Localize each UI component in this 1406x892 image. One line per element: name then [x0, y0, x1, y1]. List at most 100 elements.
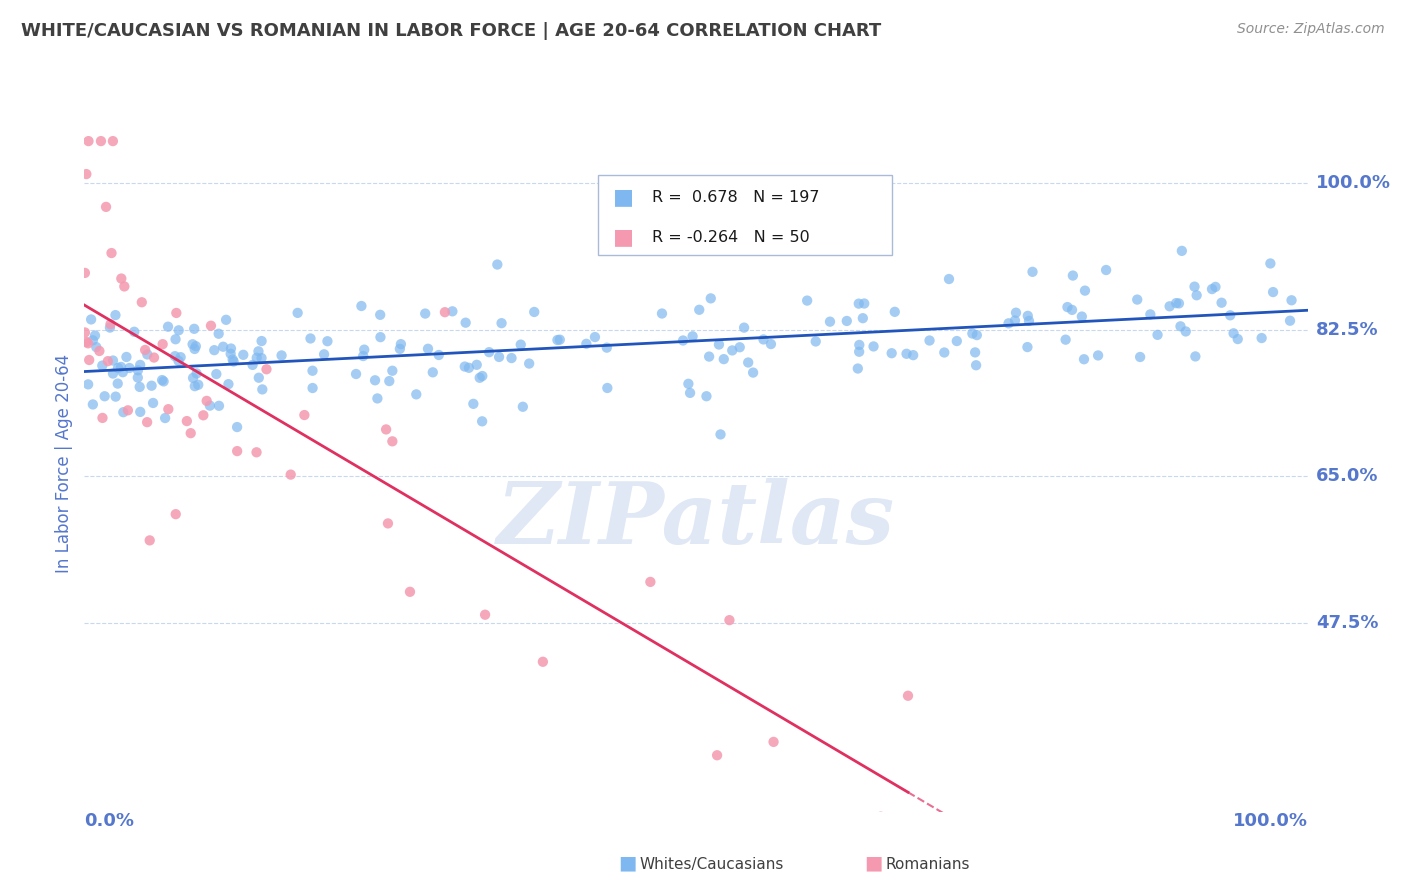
Point: [195, 393, 218, 408]
Point: [651, 306, 673, 320]
Point: [344, 367, 367, 381]
Point: [112, 405, 135, 419]
Point: [117, 403, 139, 417]
Point: [152, 337, 174, 351]
Point: [389, 337, 412, 351]
Point: [457, 360, 479, 375]
Point: [136, 415, 159, 429]
Point: [848, 344, 870, 359]
Text: 65.0%: 65.0%: [1316, 467, 1378, 485]
Point: [97, 354, 120, 368]
Point: [256, 362, 278, 376]
Point: [136, 347, 159, 361]
Point: [869, 810, 891, 824]
Point: [82, 397, 104, 411]
Point: [733, 320, 755, 334]
Text: Whites/Caucasians: Whites/Caucasians: [640, 857, 785, 872]
Point: [84, 328, 107, 343]
Point: [896, 347, 918, 361]
Point: [118, 361, 141, 376]
Point: [246, 351, 269, 365]
Point: [316, 334, 339, 349]
Point: [221, 352, 243, 367]
Point: [762, 735, 785, 749]
Point: [73, 326, 96, 340]
Point: [454, 359, 477, 374]
Point: [862, 339, 884, 353]
Point: [301, 381, 323, 395]
Point: [399, 584, 422, 599]
Point: [688, 302, 710, 317]
Point: [292, 408, 315, 422]
Point: [138, 533, 160, 548]
Point: [247, 344, 270, 359]
Point: [934, 345, 956, 359]
Point: [90, 134, 112, 148]
Point: [1260, 256, 1282, 270]
Text: Source: ZipAtlas.com: Source: ZipAtlas.com: [1237, 22, 1385, 37]
Point: [352, 349, 374, 363]
Point: [252, 383, 274, 397]
Point: [353, 343, 375, 357]
Point: [127, 370, 149, 384]
Point: [91, 359, 114, 373]
Point: [737, 355, 759, 369]
Point: [122, 325, 145, 339]
Point: [471, 414, 494, 428]
Point: [852, 311, 875, 326]
Point: [1060, 302, 1083, 317]
Point: [142, 396, 165, 410]
Point: [759, 337, 782, 351]
Point: [640, 574, 662, 589]
Point: [1174, 325, 1197, 339]
Point: [127, 363, 149, 377]
Point: [129, 405, 152, 419]
Point: [226, 444, 249, 458]
Point: [388, 342, 411, 356]
Point: [208, 326, 231, 341]
Point: [110, 271, 132, 285]
Point: [517, 357, 540, 371]
Point: [848, 296, 870, 310]
Point: [468, 371, 491, 385]
Point: [721, 343, 744, 358]
Point: [938, 272, 960, 286]
Point: [1201, 282, 1223, 296]
Point: [575, 336, 598, 351]
Point: [93, 389, 115, 403]
Point: [946, 334, 969, 348]
Point: [474, 607, 496, 622]
Point: [501, 351, 523, 365]
Point: [441, 304, 464, 318]
Point: [247, 370, 270, 384]
Point: [202, 343, 225, 358]
Point: [583, 330, 606, 344]
Point: [153, 411, 176, 425]
Point: [1166, 296, 1188, 310]
Point: [1021, 265, 1043, 279]
Point: [416, 342, 439, 356]
Point: [157, 402, 180, 417]
Point: [141, 378, 163, 392]
Point: [378, 374, 401, 388]
Y-axis label: In Labor Force | Age 20-64: In Labor Force | Age 20-64: [55, 354, 73, 574]
Point: [433, 305, 456, 319]
Point: [193, 409, 215, 423]
Point: [1005, 306, 1028, 320]
Point: [818, 315, 841, 329]
Point: [695, 389, 717, 403]
Text: ■: ■: [865, 854, 883, 872]
Point: [222, 354, 245, 368]
Point: [250, 334, 273, 348]
Point: [742, 366, 765, 380]
Point: [672, 334, 695, 348]
Point: [1062, 268, 1084, 283]
Point: [454, 316, 477, 330]
Point: [217, 377, 239, 392]
Point: [364, 373, 387, 387]
Point: [509, 337, 531, 351]
Point: [463, 397, 485, 411]
Point: [245, 445, 267, 459]
Text: ■: ■: [613, 227, 634, 247]
Point: [242, 358, 264, 372]
